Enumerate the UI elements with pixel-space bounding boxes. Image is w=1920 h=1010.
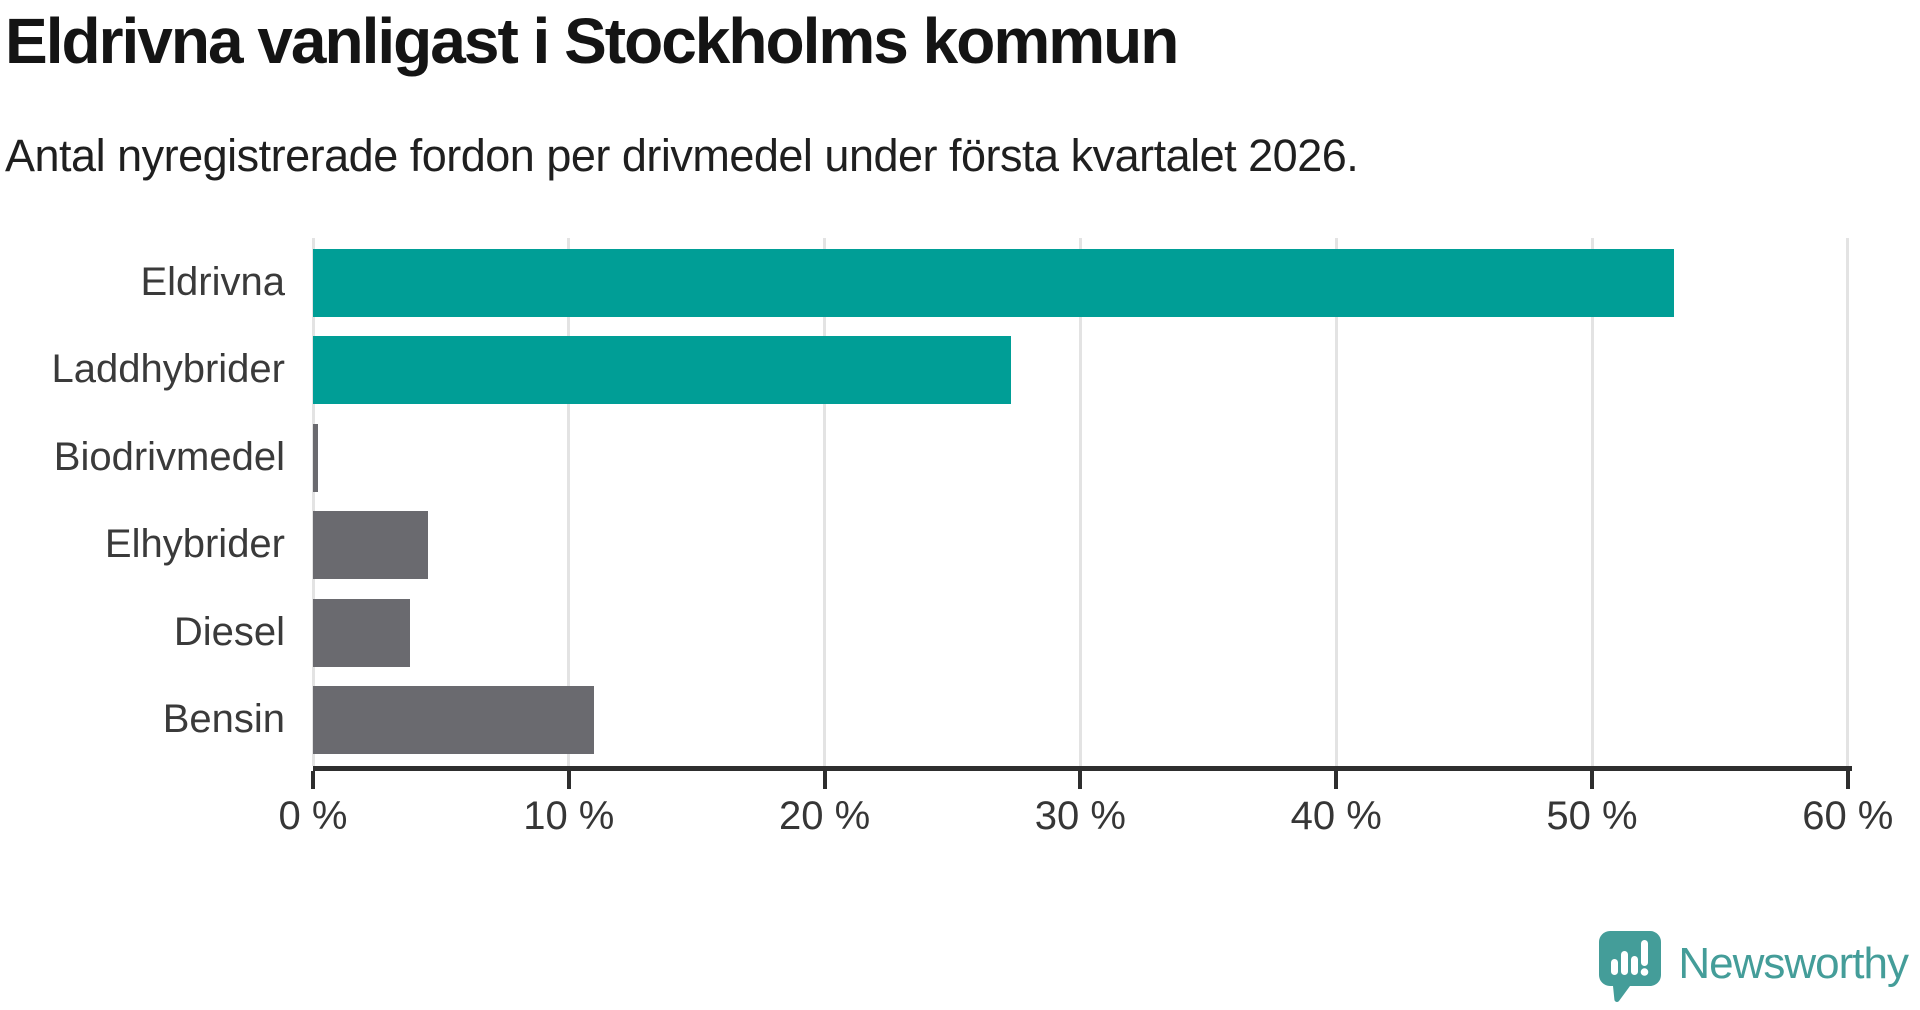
x-tick-60 — [1845, 771, 1850, 789]
gridline-60 — [1846, 238, 1850, 766]
x-tick-40 — [1334, 771, 1339, 789]
newsworthy-logo: Newsworthy — [1598, 930, 1909, 1008]
category-label-bensin: Bensin — [162, 697, 285, 741]
category-label-diesel: Diesel — [173, 609, 285, 654]
x-axis-line — [313, 766, 1852, 771]
bar-diesel — [313, 598, 411, 667]
gridline-0 — [311, 238, 315, 766]
category-label-elhybrider: Elhybrider — [104, 522, 285, 567]
gridline-40 — [1334, 238, 1338, 766]
category-label-eldrivna: Eldrivna — [140, 260, 285, 304]
x-tick-30 — [1078, 771, 1083, 789]
x-tick-0 — [311, 771, 315, 789]
y-axis-category-labels: Eldrivna Laddhybrider Biodrivmedel Elhybrid… — [0, 238, 286, 766]
logo-mini-bar-chart — [1611, 940, 1649, 976]
bar-laddhybrider — [313, 336, 1012, 405]
bar-bensin — [313, 686, 595, 754]
logo-bubble-shape — [1599, 931, 1662, 1002]
bar-eldrivna — [313, 249, 1674, 317]
category-label-biodrivmedel: Biodrivmedel — [53, 434, 285, 479]
x-tick-label-20: 20 % — [779, 794, 871, 838]
newsworthy-bubble-chart-icon — [1599, 931, 1662, 1002]
chart-subtitle: Antal nyregistrerade fordon per drivmede… — [5, 130, 1359, 181]
gridline-20 — [823, 238, 827, 766]
plot-area: 0 % 10 % 20 % 30 % 40 % 50 % 60 % — [279, 238, 1893, 838]
bar-elhybrider — [313, 511, 429, 580]
gridline-50 — [1590, 238, 1594, 766]
x-tick-label-10: 10 % — [523, 794, 615, 838]
x-tick-label-0: 0 % — [278, 794, 348, 838]
x-tick-label-60: 60 % — [1802, 794, 1894, 838]
x-tick-label-30: 30 % — [1034, 794, 1126, 838]
category-label-laddhybrider: Laddhybrider — [51, 347, 286, 392]
x-tick-10 — [566, 771, 571, 789]
x-tick-label-40: 40 % — [1290, 794, 1382, 838]
gridline-10 — [567, 238, 571, 766]
chart-title: Eldrivna vanligast i Stockholms kommun — [5, 5, 1179, 77]
newsworthy-logo-text: Newsworthy — [1678, 939, 1909, 988]
x-tick-20 — [822, 771, 827, 789]
bar-biodrivmedel — [313, 423, 319, 492]
x-tick-label-50: 50 % — [1546, 794, 1638, 838]
gridline-30 — [1078, 238, 1082, 766]
x-tick-50 — [1590, 771, 1594, 789]
